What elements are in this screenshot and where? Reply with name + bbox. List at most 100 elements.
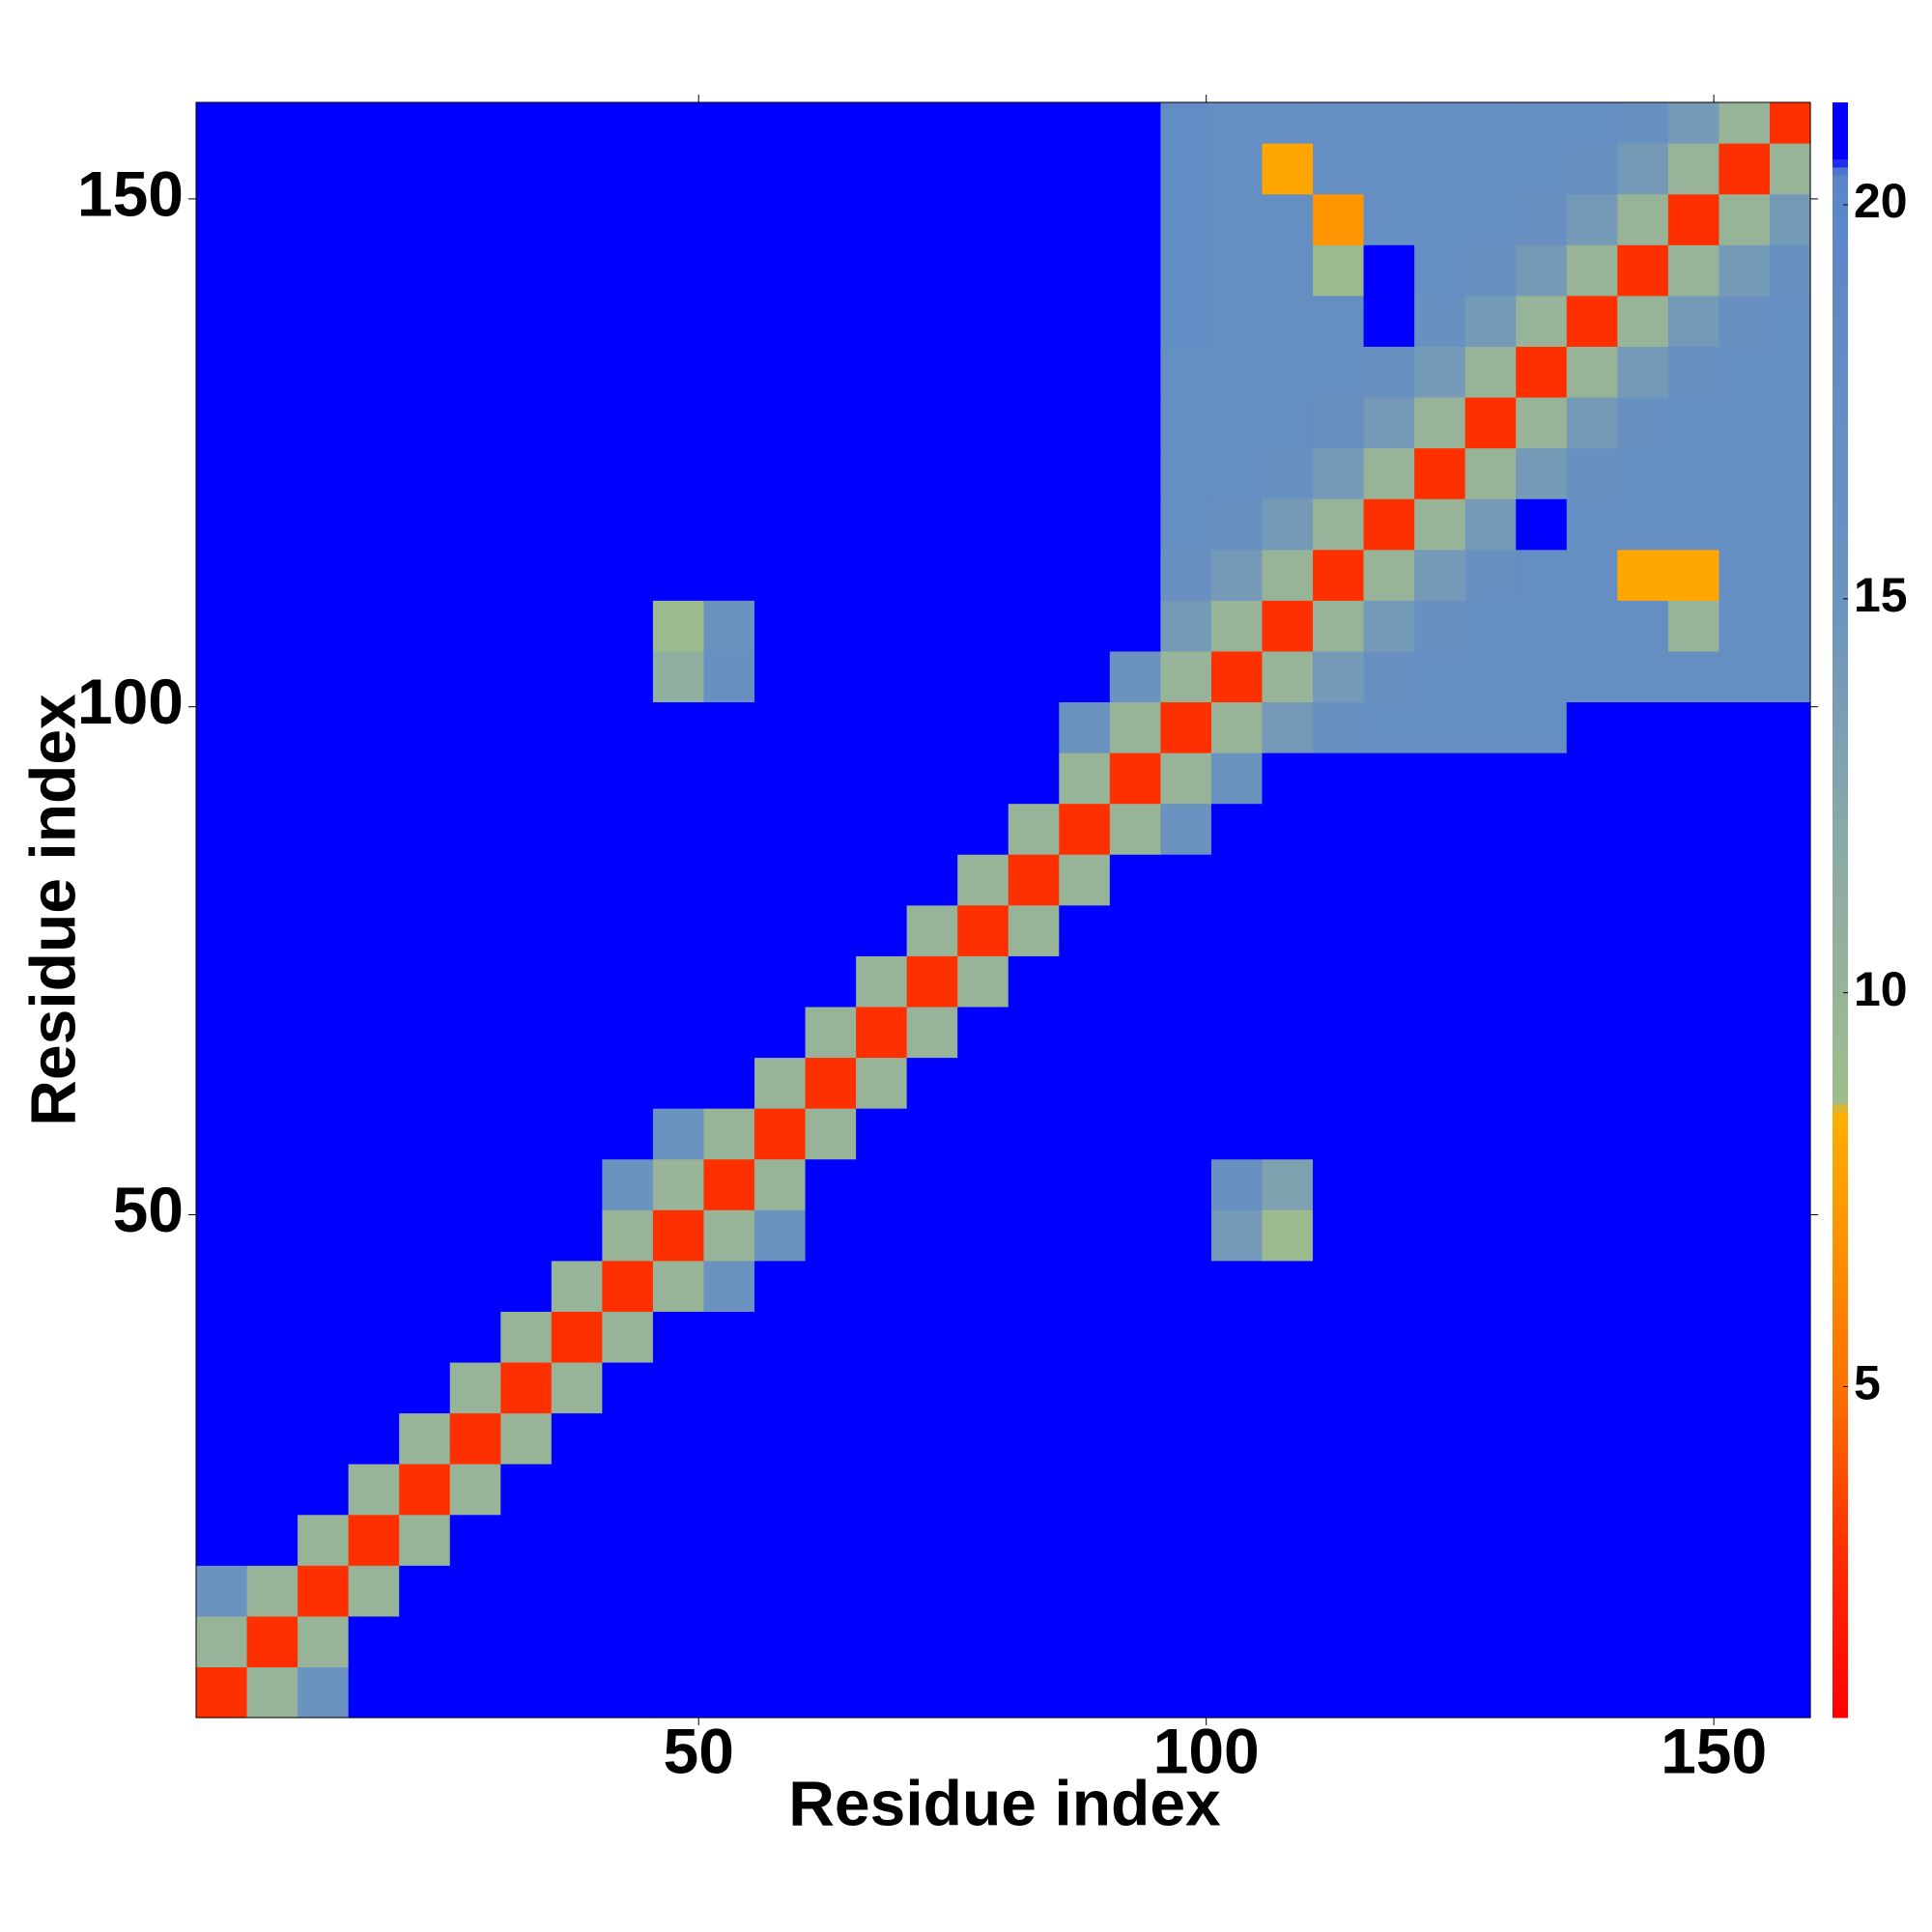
- heatmap-cell: [196, 904, 248, 956]
- heatmap-cell: [856, 1209, 908, 1262]
- heatmap-cell: [1210, 904, 1264, 956]
- heatmap-cell: [1414, 295, 1466, 347]
- heatmap-cell: [957, 600, 1009, 652]
- heatmap-cell: [754, 143, 807, 195]
- heatmap-cell: [1160, 904, 1212, 956]
- colorbar-swatch: [1833, 1596, 1848, 1605]
- heatmap-cell: [805, 1514, 857, 1566]
- heatmap-cell: [1008, 193, 1060, 245]
- heatmap-cell: [1210, 193, 1264, 245]
- heatmap-cell: [906, 193, 958, 245]
- heatmap-cell: [703, 1514, 755, 1566]
- heatmap-cell: [1464, 1158, 1517, 1210]
- heatmap-cell: [906, 1209, 958, 1262]
- heatmap-cell: [246, 1108, 298, 1160]
- heatmap-cell: [1719, 1158, 1771, 1210]
- heatmap-cell: [1719, 1057, 1771, 1109]
- heatmap-cell: [1464, 143, 1517, 195]
- colorbar-swatch: [1833, 271, 1848, 281]
- heatmap-cell: [906, 1057, 958, 1109]
- heatmap-cell: [1160, 498, 1212, 551]
- heatmap-cell: [449, 447, 501, 499]
- heatmap-cell: [906, 1361, 958, 1414]
- heatmap-cell: [906, 1514, 958, 1566]
- heatmap-cell: [703, 1615, 755, 1668]
- heatmap-cell: [856, 600, 908, 652]
- colorbar-swatch: [1833, 1604, 1848, 1613]
- heatmap-cell: [1210, 102, 1264, 144]
- heatmap-cell: [246, 1514, 298, 1566]
- heatmap-cell: [1617, 1565, 1669, 1617]
- heatmap-cell: [805, 1158, 857, 1210]
- heatmap-cell: [906, 1158, 958, 1210]
- colorbar-swatch: [1833, 805, 1848, 814]
- heatmap-cell: [449, 1158, 501, 1210]
- colorbar-swatch: [1833, 1612, 1848, 1622]
- colorbar-swatch: [1833, 982, 1848, 992]
- heatmap-cell: [805, 498, 857, 551]
- colorbar-swatch: [1833, 1208, 1848, 1218]
- heatmap-cell: [1414, 1666, 1466, 1719]
- colorbar-swatch: [1833, 1160, 1848, 1170]
- heatmap-cell: [856, 1108, 908, 1160]
- heatmap-cell: [1363, 346, 1415, 398]
- colorbar-swatch: [1833, 1427, 1848, 1435]
- colorbar-swatch: [1833, 796, 1848, 806]
- heatmap-cell: [1109, 346, 1161, 398]
- heatmap-cell: [1617, 600, 1669, 652]
- colorbar-swatch: [1833, 1523, 1848, 1533]
- heatmap-cell: [551, 1108, 603, 1160]
- heatmap-cell: [1363, 1311, 1415, 1363]
- heatmap-cell: [1719, 244, 1771, 297]
- heatmap-cell: [1414, 498, 1466, 551]
- heatmap-cell: [500, 244, 553, 297]
- heatmap-cell: [957, 244, 1009, 297]
- heatmap-cell: [348, 600, 400, 652]
- heatmap-cell: [906, 1311, 958, 1363]
- colorbar-swatch: [1833, 934, 1848, 943]
- heatmap-cell: [449, 904, 501, 956]
- heatmap-cell: [703, 1666, 755, 1719]
- heatmap-cell: [957, 854, 1009, 906]
- heatmap-cell: [1414, 955, 1466, 1008]
- heatmap-cell: [703, 1260, 755, 1312]
- heatmap-cell: [551, 904, 603, 956]
- heatmap-cell: [298, 803, 350, 855]
- heatmap-cell: [1516, 854, 1568, 906]
- heatmap-cell: [1464, 1209, 1517, 1262]
- heatmap-cell: [805, 854, 857, 906]
- colorbar-swatch: [1833, 942, 1848, 952]
- heatmap-cell: [246, 650, 298, 703]
- heatmap-cell: [906, 143, 958, 195]
- colorbar-swatch: [1833, 1063, 1848, 1072]
- heatmap-cell: [1719, 295, 1771, 347]
- heatmap-cell: [1566, 1361, 1618, 1414]
- heatmap-cell: [1210, 1463, 1264, 1516]
- heatmap-cell: [500, 1615, 553, 1668]
- colorbar-swatch: [1833, 183, 1848, 192]
- heatmap-cell: [1667, 549, 1720, 601]
- heatmap-cell: [703, 701, 755, 753]
- heatmap-cell: [1210, 498, 1264, 551]
- colorbar-swatch: [1833, 1321, 1848, 1331]
- heatmap-cell: [1464, 1057, 1517, 1109]
- colorbar-swatch: [1833, 336, 1848, 346]
- colorbar-swatch: [1833, 643, 1848, 652]
- heatmap-cell: [1008, 1412, 1060, 1464]
- heatmap-cell: [348, 396, 400, 449]
- heatmap-cell: [1516, 498, 1568, 551]
- heatmap-cell: [856, 396, 908, 449]
- heatmap-cell: [1160, 143, 1212, 195]
- colorbar-swatch: [1833, 1442, 1848, 1452]
- heatmap-cell: [551, 1006, 603, 1059]
- heatmap-cell: [1617, 396, 1669, 449]
- heatmap-cell: [1059, 1615, 1111, 1668]
- colorbar-tick-label: 20: [1854, 174, 1908, 228]
- heatmap-cell: [856, 701, 908, 753]
- heatmap-cell: [449, 1463, 501, 1516]
- heatmap-cell: [348, 1108, 400, 1160]
- colorbar-swatch: [1833, 1378, 1848, 1387]
- heatmap-cell: [1516, 549, 1568, 601]
- heatmap-cell: [1059, 1412, 1111, 1464]
- heatmap-cell: [906, 650, 958, 703]
